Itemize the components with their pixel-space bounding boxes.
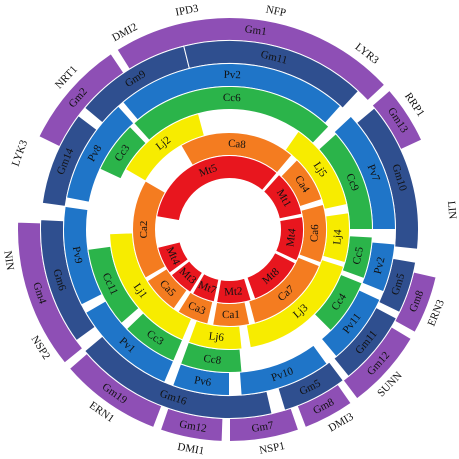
ring-3-segment-label: Pv2 [372,256,388,275]
outer-label-lin: LIN [445,200,459,219]
outer-label-nin: NIN [1,250,16,271]
ring-1-segment-label: Gm1 [244,23,267,38]
outer-label-lyk3: LYK3 [10,138,31,168]
ring-layer: Gm1Gm13Gm8Gm12Gm8Gm7Gm12Gm19Gm4Gm2Gm9Gm1… [17,17,437,443]
ring-5-segment-label: Lj6 [208,330,225,344]
ring-3-segment-label: Pv6 [193,374,212,389]
ring-3-segment-label: Pv2 [224,69,241,81]
outer-label-nfp: NFP [265,3,287,19]
ring-7-segment-label: Mt4 [284,227,298,247]
outer-label-nsp1: NSP1 [258,440,286,457]
ring-7-segment [170,260,204,293]
ring-7-segment [262,173,303,220]
ring-7-segment-label: Mt2 [224,285,243,298]
ring-7-segment [275,216,304,262]
ring-4-segment-label: Cc8 [203,353,223,367]
ring-4-segment-label: Cc6 [223,92,241,104]
ring-6-segment-label: Ca2 [138,221,150,239]
ring-3-segment-label: Pv7 [365,163,383,184]
outer-label-dmi1: DMI1 [176,441,205,457]
ring-7-segment [156,155,278,222]
ring-7-segment [216,277,252,304]
ring-4-segment-label: Cc5 [351,245,366,265]
outer-label-ipd3: IPD3 [174,2,200,18]
ring-6-segment-label: Ca6 [309,224,322,243]
ring-1-segment-label: Gm7 [251,419,275,435]
ring-7-segment [157,241,189,274]
ring-6-segment-label: Ca1 [222,309,240,321]
ring-7-segment [246,251,297,300]
ring-5-segment-label: Lj4 [331,229,344,246]
ring-3-segment-label: Pv9 [70,246,85,265]
ring-6-segment-label: Ca8 [228,138,247,152]
ring-1-segment-label: Gm12 [178,418,207,435]
ring-5-segment [124,112,206,182]
ring-4-segment [99,125,147,180]
ring-7-segment [191,272,220,303]
